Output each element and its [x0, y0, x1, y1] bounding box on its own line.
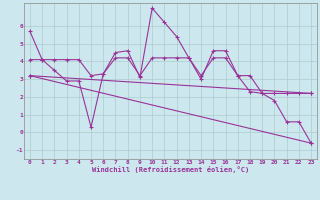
X-axis label: Windchill (Refroidissement éolien,°C): Windchill (Refroidissement éolien,°C) [92, 166, 249, 173]
